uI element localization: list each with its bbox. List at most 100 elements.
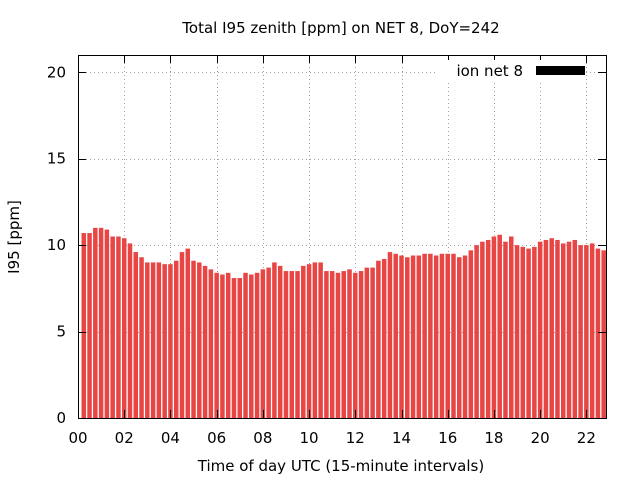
bar [503,241,508,418]
bar [191,260,196,418]
bar [133,252,139,418]
bar [399,255,404,418]
bar [208,269,214,418]
bar [260,269,266,418]
bar [422,253,427,418]
bar [243,272,248,418]
bars [81,227,606,418]
x-tick-label: 18 [484,429,503,447]
bar [283,271,289,418]
bar [526,248,531,418]
bar [329,271,335,418]
bar [520,246,526,418]
bar [254,272,260,418]
bar [220,274,225,418]
bar [266,267,271,418]
bar [110,236,115,418]
bar [145,262,150,418]
bar [121,238,127,418]
bar [156,262,162,418]
bar [578,245,583,418]
bar [185,248,191,418]
y-tick-label: 10 [47,236,66,254]
x-tick-label: 22 [577,429,596,447]
bar [335,272,341,418]
bar [225,272,231,418]
bar [445,253,450,418]
bar [537,241,543,418]
bar [572,239,578,418]
bar [433,255,439,418]
bar [162,264,167,418]
bar [462,255,468,418]
bar [277,265,283,418]
x-tick-label: 00 [68,429,87,447]
bar [237,277,243,418]
bar [405,257,410,418]
bar [289,271,294,418]
bar [173,260,179,418]
bar [116,236,121,418]
bar [485,239,491,418]
bar [457,257,462,418]
bar [364,267,370,418]
bar [468,250,474,418]
bar [589,243,595,418]
y-tick-label: 20 [47,63,66,81]
x-tick-label: 10 [300,429,319,447]
bar [370,267,375,418]
bar [428,253,433,418]
bar [347,269,352,418]
bar [381,258,387,418]
bar [318,262,323,418]
bar [416,255,422,418]
x-tick-label: 06 [207,429,226,447]
bar [341,271,346,418]
y-tick-label: 5 [56,323,66,341]
bar [93,227,98,418]
bar [295,271,300,418]
bar [139,257,144,418]
bar [532,246,537,418]
x-axis-label: Time of day UTC (15-minute intervals) [197,457,484,475]
x-tick-label: 14 [392,429,411,447]
x-tick-label: 08 [253,429,272,447]
bar [358,271,364,418]
x-tick-label: 16 [438,429,457,447]
bar [324,271,329,418]
bar [202,265,208,418]
x-tick-label: 04 [161,429,180,447]
bar [497,234,502,418]
legend-swatch [536,66,585,75]
bar [306,264,312,418]
bar [104,229,110,418]
bar [514,245,520,418]
bar [509,236,514,418]
bar [81,233,87,418]
bar [543,239,549,418]
bar [439,253,445,418]
y-axis-label: I95 [ppm] [5,200,23,274]
bar [301,265,306,418]
bar [480,241,485,418]
bar [491,236,497,418]
bar [197,262,202,418]
bar [595,248,601,418]
bar [353,272,358,418]
y-tick-label: 0 [56,409,66,427]
bar [249,274,254,418]
bar [584,245,589,418]
bar [127,243,133,418]
plot-frame [78,55,607,419]
legend: ion net 8 [437,60,585,80]
bar [231,277,237,418]
legend-label: ion net 8 [456,62,523,80]
bar [150,262,156,418]
bar [87,233,92,418]
bar [410,255,416,418]
bar [451,253,456,418]
bar [179,252,185,418]
bar [555,239,560,418]
y-tick-label: 15 [47,150,66,168]
